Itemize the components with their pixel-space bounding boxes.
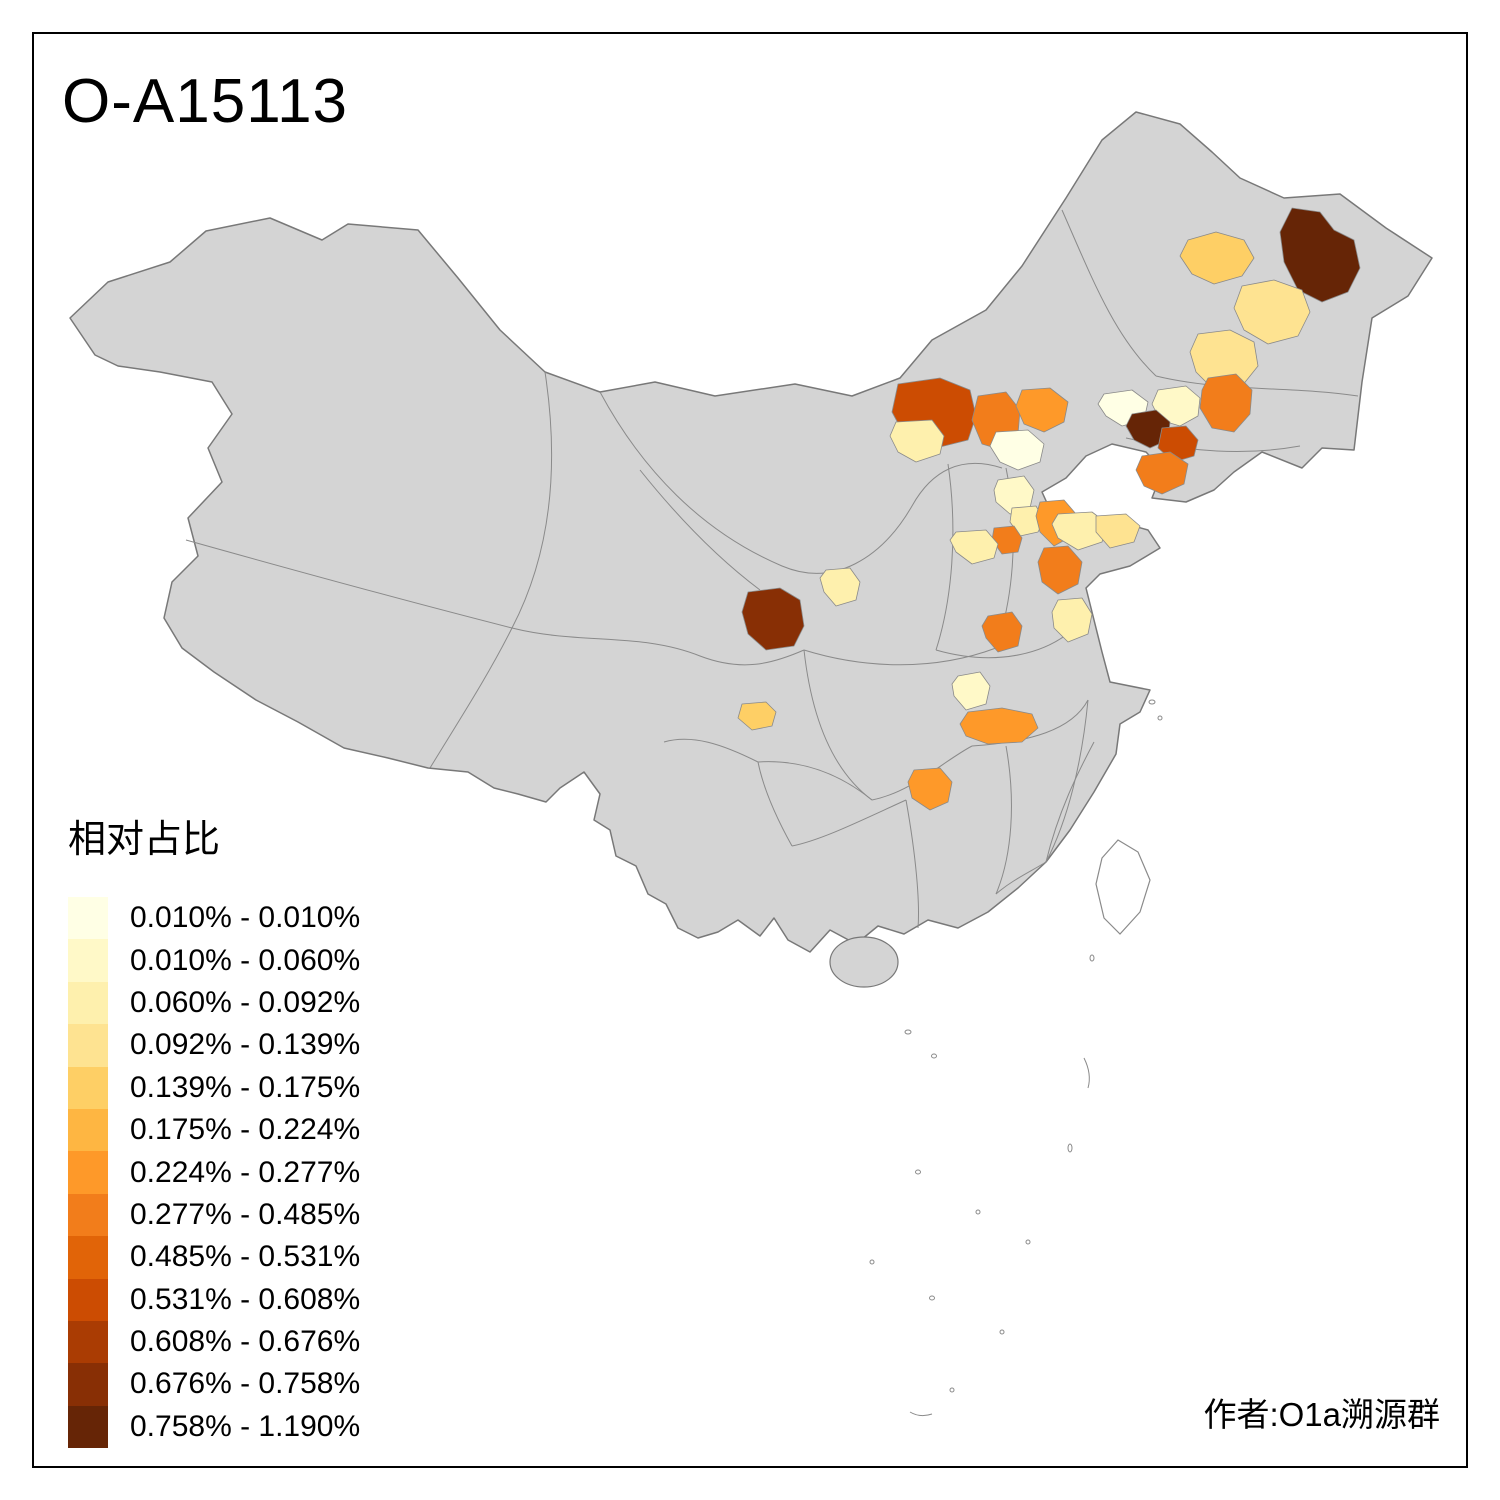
legend-swatch (68, 981, 108, 1025)
map-region (959, 707, 1039, 745)
legend-swatch (68, 1405, 108, 1449)
legend-label: 0.531% - 0.608% (130, 1282, 361, 1316)
map-region (1051, 511, 1109, 551)
legend-label: 0.092% - 0.139% (130, 1028, 361, 1062)
legend-label: 0.277% - 0.485% (130, 1197, 361, 1231)
legend-label: 0.224% - 0.277% (130, 1155, 361, 1189)
map-region (1179, 231, 1255, 285)
legend-label: 0.608% - 0.676% (130, 1325, 361, 1359)
map-region (1279, 207, 1361, 303)
map-region (989, 429, 1045, 471)
map-region (949, 529, 999, 565)
map-region (981, 611, 1023, 653)
legend-item: 0.139% - 0.175% (68, 1066, 361, 1109)
map-region (1151, 385, 1201, 427)
legend-item: 0.758% - 1.190% (68, 1405, 361, 1449)
legend-swatch (68, 897, 108, 940)
map-region (1135, 451, 1189, 495)
south-china-sea-islands (869, 699, 1163, 1417)
legend-item: 0.531% - 0.608% (68, 1278, 361, 1321)
legend-item: 0.277% - 0.485% (68, 1193, 361, 1237)
legend-item: 0.485% - 0.531% (68, 1236, 361, 1279)
map-region (737, 701, 777, 731)
map-region (907, 767, 953, 811)
map-region (1037, 545, 1083, 595)
legend-swatch (68, 1193, 108, 1237)
map-region (1051, 597, 1093, 643)
legend-item: 0.060% - 0.092% (68, 981, 361, 1025)
map-region (1095, 513, 1141, 549)
legend-swatch (68, 1024, 108, 1067)
legend-title: 相对占比 (68, 819, 221, 861)
map-region (1009, 505, 1045, 537)
legend-label: 0.139% - 0.175% (130, 1070, 361, 1104)
legend-item: 0.010% - 0.060% (68, 939, 361, 982)
legend-items: 0.010% - 0.010% 0.010% - 0.060% 0.060% -… (68, 897, 361, 1449)
legend-label: 0.676% - 0.758% (130, 1367, 361, 1401)
legend-item: 0.224% - 0.277% (68, 1151, 361, 1194)
legend-swatch (68, 939, 108, 982)
mainland-outline (69, 111, 1433, 953)
map-region (1233, 279, 1311, 345)
map-region (1015, 387, 1069, 433)
legend-swatch (68, 1278, 108, 1321)
attribution: 作者:O1a溯源群 (1203, 1396, 1440, 1433)
legend-swatch (68, 1151, 108, 1194)
legend-label: 0.060% - 0.092% (130, 985, 361, 1019)
legend-swatch (68, 1066, 108, 1109)
taiwan-island (1095, 839, 1151, 935)
legend-label: 0.758% - 1.190% (130, 1409, 361, 1443)
legend-swatch (68, 1108, 108, 1152)
legend-label: 0.175% - 0.224% (130, 1113, 361, 1147)
legend-swatch (68, 1236, 108, 1279)
legend-label: 0.010% - 0.060% (130, 943, 361, 977)
legend-label: 0.010% - 0.010% (130, 901, 361, 935)
hainan-island (829, 936, 899, 988)
legend-item: 0.608% - 0.676% (68, 1320, 361, 1364)
map-region (1199, 373, 1253, 433)
map-region (889, 419, 945, 463)
legend-swatch (68, 1363, 108, 1406)
map-region (819, 567, 861, 607)
map-region (741, 587, 805, 651)
legend-item: 0.175% - 0.224% (68, 1108, 361, 1152)
legend-item: 0.092% - 0.139% (68, 1024, 361, 1067)
legend: 相对占比 0.010% - 0.010% 0.010% - 0.060% 0.0… (68, 808, 361, 1449)
map-region (951, 671, 991, 711)
legend-item: 0.010% - 0.010% (68, 897, 361, 940)
legend-item: 0.676% - 0.758% (68, 1363, 361, 1406)
map-title: O-A15113 (62, 67, 349, 136)
colored-regions (737, 207, 1361, 811)
legend-label: 0.485% - 0.531% (130, 1240, 361, 1274)
legend-swatch (68, 1320, 108, 1364)
